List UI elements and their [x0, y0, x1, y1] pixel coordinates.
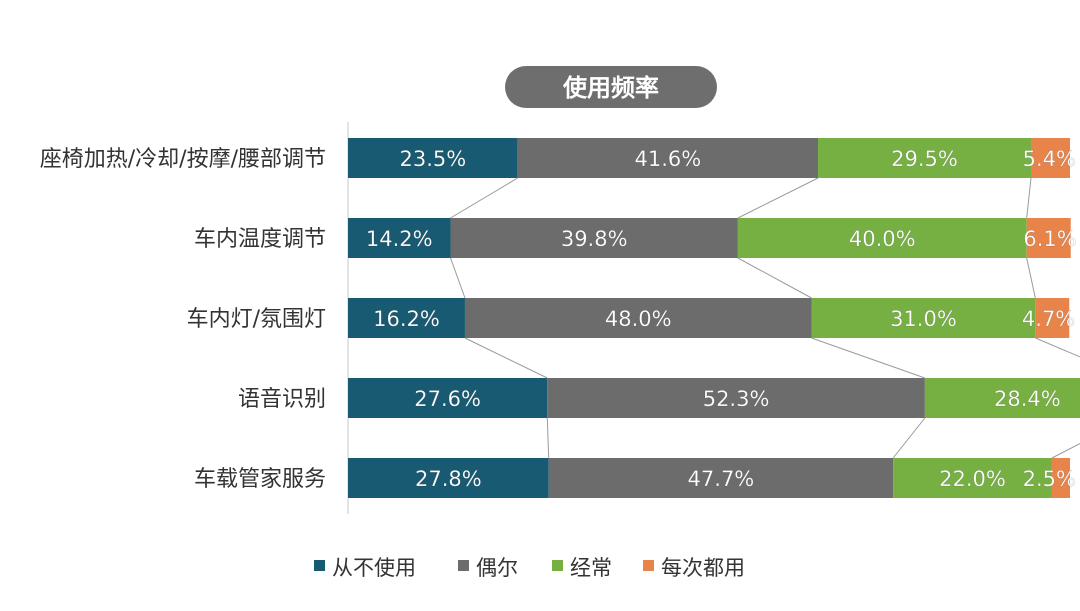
bar-segment [348, 138, 518, 178]
connector-line [546, 417, 550, 459]
bar-segment [1051, 458, 1070, 498]
bar-segment [348, 298, 465, 338]
legend-swatch [643, 560, 654, 571]
connector-line [737, 177, 819, 219]
data-label: 5.4% [1023, 147, 1076, 171]
bar-segment [893, 458, 1052, 498]
data-label: 41.6% [634, 147, 701, 171]
connector-line [1026, 177, 1032, 219]
bar-segment [1035, 298, 1070, 338]
bar-segment [450, 218, 738, 258]
bar-segment [818, 138, 1032, 178]
data-label: 6.1% [1023, 227, 1076, 251]
category-label: 车内温度调节 [194, 227, 326, 252]
title-pill [505, 66, 717, 108]
category-label: 语音识别 [238, 387, 326, 412]
bar-segment [548, 458, 894, 498]
legend-label: 偶尔 [476, 556, 518, 580]
data-label: 4.7% [1022, 307, 1075, 331]
connector-line [1051, 443, 1080, 459]
data-label: 27.6% [414, 387, 481, 411]
data-label: 52.3% [703, 387, 770, 411]
category-label: 座椅加热/冷却/按摩/腰部调节 [40, 147, 326, 172]
bar-segment [348, 458, 549, 498]
connector-line [737, 257, 812, 299]
data-label: 29.5% [891, 147, 958, 171]
data-label: 39.8% [561, 227, 628, 251]
legend-swatch [458, 560, 469, 571]
connector-line [450, 257, 466, 299]
data-label: 28.4% [994, 387, 1061, 411]
bar-segment [348, 378, 548, 418]
bar-segment [517, 138, 819, 178]
connector-line [1026, 257, 1036, 299]
data-label: 40.0% [849, 227, 916, 251]
bar-segment [348, 218, 451, 258]
legend-label: 经常 [570, 556, 612, 580]
category-label: 车内灯/氛围灯 [187, 307, 326, 332]
legend-label: 每次都用 [661, 556, 745, 580]
connector-line [450, 177, 518, 219]
chart-title: 使用频率 [562, 74, 659, 102]
bar-segment [1031, 138, 1070, 178]
bar-segment [464, 298, 812, 338]
data-label: 14.2% [366, 227, 433, 251]
connector-line [811, 337, 926, 379]
data-label: 27.8% [415, 467, 482, 491]
data-label: 2.5% [1023, 467, 1076, 491]
data-label: 22.0% [939, 467, 1006, 491]
connector-line [892, 417, 926, 459]
data-label: 31.0% [890, 307, 957, 331]
category-label: 车载管家服务 [194, 467, 326, 492]
data-label: 16.2% [373, 307, 440, 331]
legend-swatch [314, 560, 325, 571]
bar-segment [1026, 218, 1071, 258]
bar-segment [547, 378, 925, 418]
legend-swatch [552, 560, 563, 571]
data-label: 48.0% [605, 307, 672, 331]
data-label: 23.5% [399, 147, 466, 171]
legend-label: 从不使用 [332, 556, 416, 580]
bar-segment [924, 378, 1080, 418]
connector-line [464, 337, 548, 379]
bar-segment [737, 218, 1027, 258]
connector-line [1035, 337, 1080, 358]
bar-segment [811, 298, 1036, 338]
data-label: 47.7% [688, 467, 755, 491]
